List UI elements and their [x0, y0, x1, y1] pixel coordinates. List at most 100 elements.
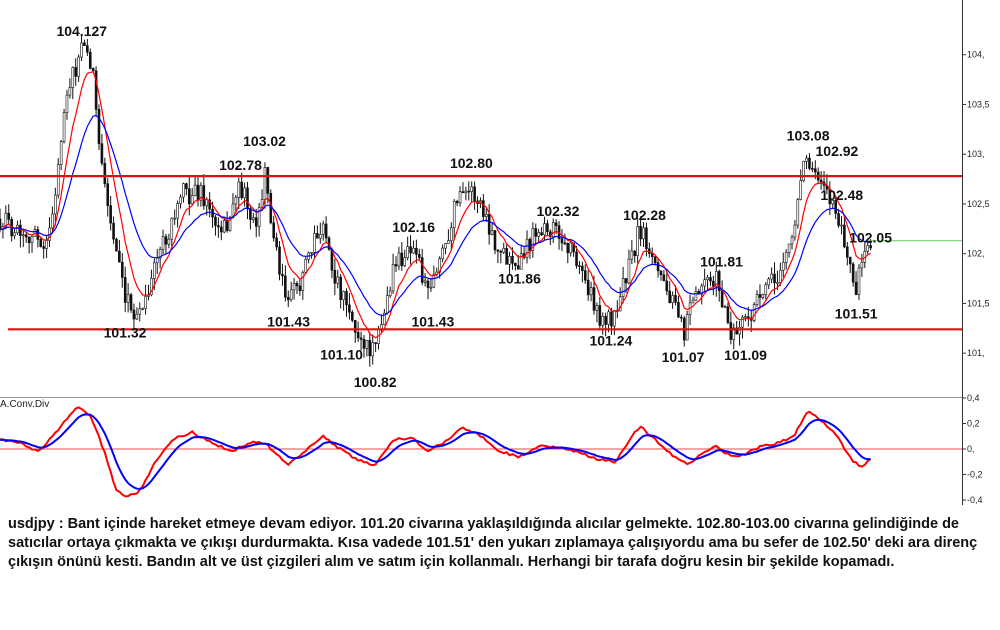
candle-body [109, 205, 112, 224]
candle-body [595, 305, 599, 311]
candle-body [167, 238, 171, 245]
candle-body [569, 242, 573, 254]
candle-body [860, 262, 864, 269]
price-level-label: 101.43 [411, 313, 454, 329]
price-level-label: 101.86 [498, 271, 541, 287]
indicator-tick-label: 0,2 [967, 419, 980, 429]
candle-body [88, 51, 92, 69]
candle-body [409, 246, 412, 254]
candle-body [316, 233, 319, 239]
candle-body [444, 243, 447, 249]
candle-body [196, 184, 200, 201]
indicator-tick-label: 0,4 [967, 393, 980, 403]
candle-body [583, 270, 587, 281]
price-level-label: 101.81 [700, 254, 743, 270]
candle-body [694, 290, 698, 301]
candle-body [482, 200, 485, 217]
candle-body [857, 267, 861, 295]
candle-body [703, 279, 706, 287]
candle-body [185, 183, 188, 189]
candle-body [97, 109, 101, 145]
candle-body [321, 223, 325, 235]
candle-body [144, 296, 147, 309]
candle-body [834, 199, 837, 214]
candle-body [802, 160, 805, 181]
candle-body [420, 257, 424, 283]
candle-body [318, 234, 322, 239]
candle-body [554, 222, 558, 226]
candle-body [391, 264, 395, 292]
candle-body [601, 315, 605, 326]
candle-body [289, 289, 293, 301]
candle-body [519, 253, 523, 270]
candle-body [103, 162, 107, 185]
candle-body [120, 261, 124, 278]
indicator-tick-label: -0,2 [967, 470, 983, 480]
candle-body [642, 227, 645, 240]
candle-body [624, 278, 628, 284]
candle-body [176, 203, 179, 219]
candle-body [665, 280, 669, 292]
candle-body [351, 311, 354, 321]
candle-body [214, 216, 217, 226]
candle-body [811, 168, 814, 170]
candle-body [324, 223, 328, 239]
candle-body [158, 249, 162, 259]
candle-body [199, 185, 203, 201]
candle-body [720, 290, 724, 308]
candle-body [27, 236, 31, 244]
candle-body [531, 228, 535, 251]
candle-body [784, 252, 788, 263]
candle-body [761, 294, 765, 298]
candle-body [193, 184, 197, 196]
candle-body [843, 224, 846, 248]
price-level-label: 102.05 [849, 230, 892, 246]
candle-body [741, 316, 744, 328]
candle-body [240, 181, 243, 199]
candle-body [24, 234, 28, 238]
candle-body [796, 199, 800, 226]
candle-body [706, 277, 709, 280]
candle-body [39, 239, 43, 247]
candle-body [16, 224, 19, 234]
candle-body [345, 291, 348, 306]
candle-body [645, 227, 648, 250]
price-level-label: 102.16 [392, 219, 435, 235]
candle-body [397, 252, 401, 267]
candle-body [0, 218, 2, 230]
candle-body [563, 242, 567, 245]
candle-body [141, 308, 144, 310]
candle-body [447, 240, 450, 244]
candle-body [744, 316, 747, 318]
macd-line [0, 406, 872, 498]
candle-body [68, 87, 72, 96]
candle-body [505, 247, 508, 265]
candle-body [94, 70, 98, 110]
candle-body [118, 250, 121, 263]
price-level-label: 103.02 [243, 133, 286, 149]
candle-body [534, 228, 538, 237]
candle-body [671, 295, 674, 303]
candle-body [726, 306, 730, 323]
candle-body [467, 190, 471, 193]
candle-body [237, 181, 241, 198]
candle-body [13, 232, 16, 237]
candle-body [225, 220, 229, 231]
candle-body [869, 245, 872, 249]
price-tick-label: 103,5 [967, 99, 990, 109]
price-level-label: 101.51 [835, 305, 878, 321]
candle-body [779, 269, 782, 283]
indicator-tick-label: -0,4 [967, 495, 983, 505]
candle-body [208, 199, 211, 210]
candle-body [266, 167, 270, 194]
candle-body [356, 332, 360, 339]
price-level-label: 101.32 [104, 324, 147, 340]
candle-body [164, 236, 168, 245]
candle-body [793, 224, 797, 238]
candle-body [854, 281, 858, 295]
candle-body [336, 276, 340, 284]
candle-body [543, 223, 546, 236]
candle-body [112, 222, 115, 240]
price-tick-label: 102, [967, 249, 985, 259]
price-level-label: 102.48 [820, 187, 863, 203]
